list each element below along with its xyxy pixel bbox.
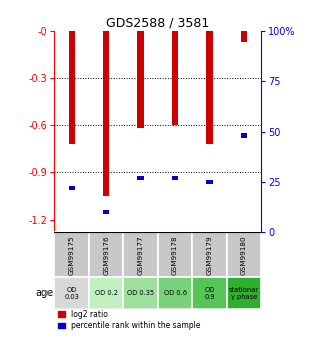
Bar: [68, 31, 75, 144]
Bar: [241, 133, 247, 138]
Bar: [227, 277, 261, 309]
Bar: [207, 31, 213, 144]
Title: GDS2588 / 3581: GDS2588 / 3581: [106, 17, 209, 30]
Bar: [137, 31, 144, 128]
Bar: [172, 176, 178, 180]
Bar: [207, 179, 213, 184]
Bar: [54, 232, 89, 277]
Bar: [227, 232, 261, 277]
Text: OD 0.6: OD 0.6: [164, 290, 187, 296]
Text: GSM99175: GSM99175: [69, 235, 75, 275]
Bar: [192, 277, 227, 309]
Bar: [89, 232, 123, 277]
Bar: [172, 31, 178, 125]
Text: stationar
y phase: stationar y phase: [229, 287, 259, 299]
Text: OD
0.03: OD 0.03: [64, 287, 79, 299]
Bar: [158, 232, 192, 277]
Bar: [137, 176, 144, 180]
Text: GSM99180: GSM99180: [241, 235, 247, 275]
Text: OD
0.9: OD 0.9: [204, 287, 215, 299]
Text: GSM99176: GSM99176: [103, 235, 109, 275]
Text: OD 0.35: OD 0.35: [127, 290, 154, 296]
Bar: [54, 277, 89, 309]
Text: GSM99177: GSM99177: [137, 235, 144, 275]
Bar: [123, 277, 158, 309]
Text: OD 0.2: OD 0.2: [95, 290, 118, 296]
Bar: [241, 31, 247, 42]
Bar: [89, 277, 123, 309]
Bar: [158, 277, 192, 309]
Bar: [123, 232, 158, 277]
Bar: [68, 186, 75, 190]
Text: GSM99178: GSM99178: [172, 235, 178, 275]
Legend: log2 ratio, percentile rank within the sample: log2 ratio, percentile rank within the s…: [58, 310, 201, 330]
Bar: [103, 210, 109, 215]
Text: age: age: [36, 288, 54, 298]
Bar: [103, 31, 109, 196]
Bar: [192, 232, 227, 277]
Text: GSM99179: GSM99179: [207, 235, 212, 275]
